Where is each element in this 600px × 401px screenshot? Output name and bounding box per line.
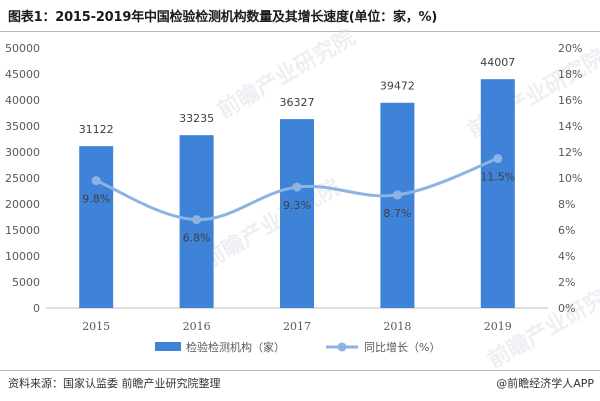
- legend-swatch-marker: [337, 342, 347, 352]
- bar: [380, 102, 415, 308]
- growth-point: [292, 182, 302, 192]
- y-left-tick-label: 45000: [5, 68, 40, 81]
- brand-credit: @前瞻经济学人APP: [496, 377, 594, 390]
- y-left-tick-label: 35000: [5, 120, 40, 133]
- y-right-tick-label: 16%: [558, 94, 582, 107]
- y-right-tick-label: 2%: [558, 276, 575, 289]
- line-series: [91, 154, 503, 225]
- y-left-tick-label: 25000: [5, 172, 40, 185]
- source-note: 资料来源：国家认监委 前瞻产业研究院整理: [8, 377, 221, 390]
- bar-value-label: 31122: [79, 123, 114, 136]
- legend-swatch-bar: [155, 342, 181, 351]
- growth-value-label: 9.8%: [82, 193, 110, 206]
- y-right-tick-label: 14%: [558, 120, 582, 133]
- y-right-tick-label: 8%: [558, 198, 575, 211]
- growth-point: [392, 190, 402, 200]
- y-right-tick-label: 6%: [558, 224, 575, 237]
- y-left-tick-label: 10000: [5, 250, 40, 263]
- chart-title: 图表1：2015-2019年中国检验检测机构数量及其增长速度(单位：家，%): [8, 10, 438, 25]
- growth-value-label: 6.8%: [183, 232, 211, 245]
- y-right-tick-label: 0%: [558, 302, 575, 315]
- growth-point: [91, 176, 101, 186]
- growth-point: [192, 215, 202, 225]
- y-right-tick-label: 4%: [558, 250, 575, 263]
- title-divider: [0, 31, 600, 32]
- y-right-tick-label: 12%: [558, 146, 582, 159]
- footer-divider: [0, 370, 600, 371]
- bar: [480, 79, 515, 308]
- chart-axes: 0 5000 10000 15000 20000 25000 30000 35000 40000…: [5, 42, 582, 333]
- y-left-tick-label: 30000: [5, 146, 40, 159]
- y-left-tick-label: 50000: [5, 42, 40, 55]
- y-left-tick-label: 15000: [5, 224, 40, 237]
- y-left-tick-label: 0: [33, 302, 40, 315]
- y-right-tick-label: 18%: [558, 68, 582, 81]
- bar-value-label: 36327: [280, 96, 315, 109]
- growth-value-label: 8.7%: [383, 207, 411, 220]
- bar-value-label: 39472: [380, 80, 415, 93]
- legend-label-bar: 检验检测机构（家）: [186, 340, 285, 354]
- chart-legend: 检验检测机构（家） 同比增长（%）: [155, 340, 440, 354]
- x-tick-label: 2016: [183, 320, 211, 333]
- bar: [280, 119, 314, 308]
- bar-value-label: 44007: [480, 56, 515, 69]
- growth-value-label: 9.3%: [283, 199, 311, 212]
- legend-label-line: 同比增长（%）: [364, 340, 440, 354]
- x-tick-label: 2019: [484, 320, 512, 333]
- bar-value-label: 33235: [179, 112, 214, 125]
- y-left-tick-label: 5000: [12, 276, 40, 289]
- line-value-labels: 9.8% 6.8% 9.3% 8.7% 11.5%: [82, 171, 515, 245]
- y-left-tick-label: 40000: [5, 94, 40, 107]
- x-tick-label: 2017: [283, 320, 311, 333]
- bar-value-labels: 31122 33235 36327 39472 44007: [79, 56, 516, 136]
- growth-point: [493, 154, 503, 163]
- y-left-tick-label: 20000: [5, 198, 40, 211]
- bar: [79, 146, 114, 308]
- y-right-tick-label: 10%: [558, 172, 582, 185]
- growth-value-label: 11.5%: [480, 171, 515, 184]
- y-right-tick-label: 20%: [558, 42, 582, 55]
- x-tick-label: 2015: [82, 320, 110, 333]
- x-tick-label: 2018: [383, 320, 411, 333]
- watermark-text: 前瞻产业研究院: [198, 174, 344, 274]
- bar-series: [79, 79, 515, 308]
